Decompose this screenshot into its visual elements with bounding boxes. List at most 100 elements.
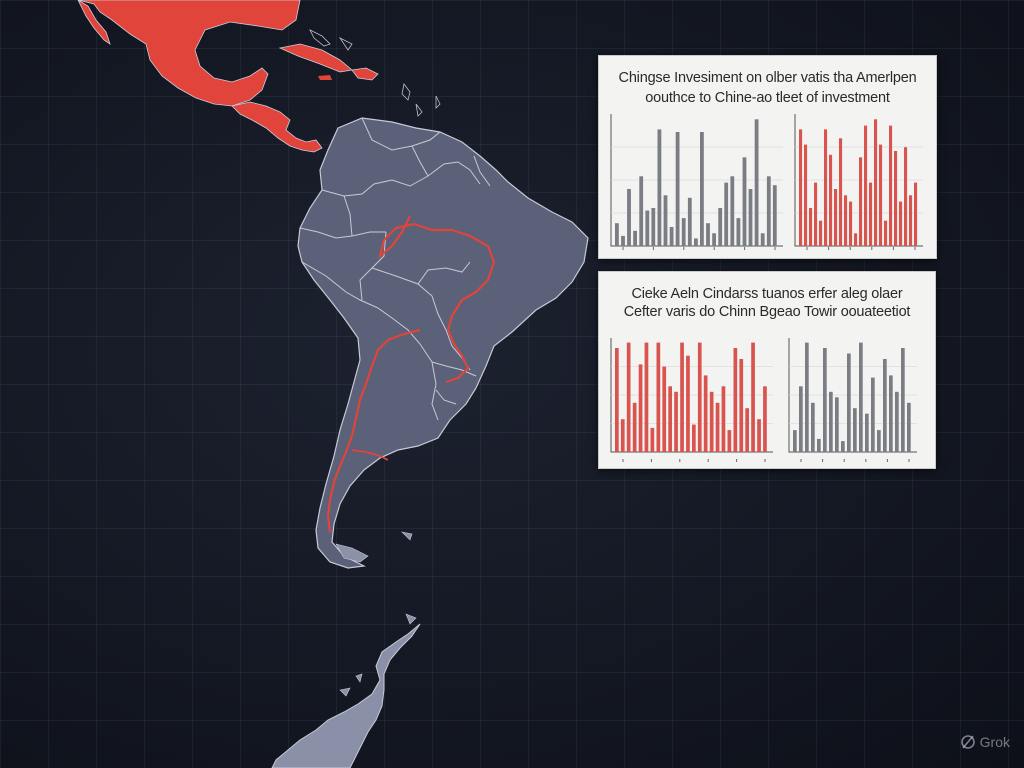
chart-0-panel-0-bar-1 <box>621 235 625 246</box>
chart-0-panel-1-bar-12 <box>859 157 863 246</box>
chart-1-panel-1-bar-18 <box>901 348 905 452</box>
chart-1-panel-1-bar-9 <box>847 353 851 452</box>
chart-0-panel-1-bar-21 <box>904 147 908 246</box>
region-antarctic-peninsula <box>271 623 421 768</box>
chart-1-panel-0-bar-17 <box>715 402 720 452</box>
grok-logo-icon <box>960 735 975 749</box>
chart-0-panel-0-bar-7 <box>657 129 662 246</box>
chart-0-panel-0-bar-8 <box>663 195 668 246</box>
chart-1-panel-1-bar-5 <box>823 348 827 452</box>
chart-1-panel-0-bar-0 <box>615 348 619 452</box>
chart-1-panel-1-bar-7 <box>835 397 839 452</box>
chart-bottom-subtitle: Cefter varis do Chinn Bgeao Towir oouate… <box>623 304 911 320</box>
antarctic-islands <box>339 613 417 697</box>
chart-0-panel-1-bar-20 <box>899 201 903 246</box>
chart-1-panel-0-bar-15 <box>703 375 708 452</box>
chart-0-panel-1-bar-8 <box>839 138 843 246</box>
chart-0-panel-1-bar-10 <box>849 201 853 246</box>
chart-0-panel-0-bar-11 <box>681 218 686 246</box>
region-cuba <box>278 43 353 73</box>
chart-0-panel-0-bar-26 <box>772 185 777 246</box>
chart-1-panel-0-bar-8 <box>662 366 667 452</box>
chart-1-panel-1-bar-4 <box>817 438 821 452</box>
chart-1-panel-0-bar-20 <box>733 348 738 452</box>
chart-1-panel-0-bar-1 <box>620 419 625 452</box>
chart-0-panel-0-bar-12 <box>687 197 692 246</box>
tierra-del-fuego <box>335 531 413 563</box>
chart-1-panel-0-bar-2 <box>626 342 631 452</box>
chart-1-panel-0-bar-6 <box>650 427 655 452</box>
chart-0-panel-0-bar-21 <box>742 157 747 246</box>
chart-1-panel-1-bar-15 <box>883 359 887 452</box>
chart-0-panel-0-bar-18 <box>724 182 729 246</box>
chart-0-panel-0-bar-4 <box>639 176 644 246</box>
region-south-america <box>297 117 589 569</box>
chart-0-panel-0-bar-19 <box>730 176 735 246</box>
chart-top-title: Chingse Invesiment on olber vatis tha Am… <box>618 70 917 86</box>
chart-0-panel-0-bar-14 <box>700 132 704 246</box>
chart-1-panel-0-bar-24 <box>757 419 761 452</box>
chart-1-panel-0-bar-25 <box>763 386 767 452</box>
chart-0-panel-1-bar-1 <box>804 144 808 246</box>
chart-0-panel-0-bar-22 <box>748 189 753 246</box>
chart-1-panel-1-bar-11 <box>859 342 863 452</box>
chart-0-panel-0-bar-17 <box>718 208 723 246</box>
chart-0-panel-0-bar-25 <box>766 176 771 246</box>
chart-1-panel-1-bar-16 <box>889 375 893 452</box>
chart-0-panel-1-bar-11 <box>854 233 858 246</box>
chart-0-panel-1-bar-19 <box>894 151 898 246</box>
caribbean-islands <box>309 29 441 117</box>
chart-1-panel-0-bar-14 <box>697 342 702 452</box>
region-jamaica <box>318 75 332 80</box>
chart-0-panel-0-bar-10 <box>675 132 680 246</box>
chart-0-panel-0-bar-15 <box>706 223 710 246</box>
chart-1-panel-1-bar-6 <box>829 391 833 452</box>
region-central-america <box>231 101 323 153</box>
chart-0-panel-1-bar-17 <box>884 220 888 246</box>
chart-0-panel-1-bar-16 <box>879 144 883 246</box>
chart-1-panel-0-bar-5 <box>644 342 649 452</box>
chart-0-panel-0-bar-9 <box>669 227 674 246</box>
chart-0-panel-1-bar-4 <box>819 220 823 246</box>
chart-1-panel-1-bar-3 <box>811 402 815 452</box>
route-andes-branch <box>351 449 389 461</box>
chart-bottom-title: Cieke Aeln Cindarss tuanos erfer aleg ol… <box>631 286 903 302</box>
watermark: Grok <box>960 734 1010 750</box>
chart-panel-bottom: Cieke Aeln Cindarss tuanos erfer aleg ol… <box>598 271 936 469</box>
watermark-text: Grok <box>979 734 1010 750</box>
chart-1-panel-1-bar-14 <box>877 430 881 452</box>
chart-0-panel-0-bar-24 <box>760 233 765 246</box>
chart-bottom-svg <box>610 338 917 462</box>
chart-1-panel-1-bar-0 <box>793 430 797 452</box>
chart-0-panel-0-bar-13 <box>694 238 698 246</box>
route-amazon <box>378 215 496 384</box>
region-hispaniola <box>351 67 379 81</box>
chart-0-panel-1-bar-2 <box>809 208 813 246</box>
chart-0-panel-1-bar-5 <box>824 129 828 246</box>
chart-0-panel-1-bar-9 <box>844 195 848 246</box>
chart-1-panel-0-bar-18 <box>721 386 726 452</box>
chart-1-panel-0-bar-23 <box>751 342 755 452</box>
chart-1-panel-1-bar-13 <box>871 377 875 452</box>
chart-1-panel-0-bar-7 <box>656 342 661 452</box>
chart-0-panel-0-bar-5 <box>645 210 650 246</box>
chart-1-panel-1-bar-12 <box>865 413 869 452</box>
region-mexico <box>77 0 301 107</box>
chart-0-panel-1-bar-22 <box>909 195 913 246</box>
chart-1-panel-0-bar-19 <box>727 430 732 452</box>
chart-top-subtitle: oouthce to Chine-ao tleet of investment <box>645 90 890 106</box>
chart-1-panel-0-bar-4 <box>638 364 643 452</box>
chart-0-panel-0-bar-2 <box>627 189 631 246</box>
chart-0-panel-1-bar-3 <box>814 182 818 246</box>
chart-0-panel-1-bar-15 <box>874 119 878 246</box>
chart-1-panel-0-bar-12 <box>686 355 690 452</box>
country-borders <box>299 117 491 421</box>
chart-0-panel-0-bar-16 <box>712 233 716 246</box>
chart-1-panel-0-bar-10 <box>674 391 678 452</box>
chart-0-panel-0-bar-0 <box>615 223 619 246</box>
chart-1-panel-1-bar-1 <box>799 386 803 452</box>
chart-0-panel-1-bar-0 <box>799 129 803 246</box>
chart-1-panel-0-bar-9 <box>668 386 672 452</box>
route-andes <box>326 328 421 533</box>
